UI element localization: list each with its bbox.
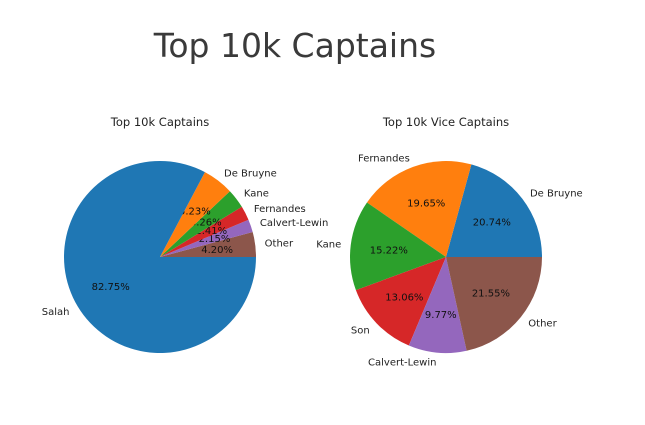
pie-slice-vice-captains-fernandes [366, 161, 472, 257]
pie-category-label-captains-salah: Salah [42, 307, 70, 318]
pie-slice-vice-captains-de-bruyne [446, 164, 542, 257]
pie-category-label-vice-captains-son: Son [351, 325, 370, 336]
pie-slice-captains-other [160, 231, 256, 257]
pie-category-label-captains-kane: Kane [244, 188, 269, 199]
pie-slice-captains-fernandes [160, 206, 249, 257]
pie-pct-label-captains-kane: 3.26% [190, 218, 222, 229]
pie-pct-label-vice-captains-other: 21.55% [472, 289, 510, 300]
pie-pct-label-vice-captains-de-bruyne: 20.74% [473, 218, 511, 229]
pie-slice-captains-kane [160, 191, 242, 257]
pie-category-label-vice-captains-fernandes: Fernandes [358, 153, 410, 164]
pie-pct-label-captains-calvert-lewin: 2.15% [199, 234, 231, 245]
pie-category-label-captains-other: Other [265, 239, 294, 250]
pie-pct-label-vice-captains-fernandes: 19.65% [407, 198, 445, 209]
pie-category-label-vice-captains-other: Other [528, 319, 557, 330]
pie-pct-label-vice-captains-kane: 15.22% [370, 245, 408, 256]
pie-category-label-captains-de-bruyne: De Bruyne [224, 169, 277, 180]
pie-pct-label-vice-captains-calvert-lewin: 9.77% [425, 310, 457, 321]
pie-pct-label-captains-fernandes: 2.41% [195, 226, 227, 237]
pie-title-vice-captains: Top 10k Vice Captains [382, 115, 509, 129]
pie-title-captains: Top 10k Captains [110, 115, 209, 129]
pie-category-label-vice-captains-calvert-lewin: Calvert-Lewin [368, 358, 436, 369]
pie-category-label-captains-fernandes: Fernandes [254, 204, 306, 215]
pie-slice-captains-salah [64, 161, 256, 353]
pie-slice-vice-captains-son [355, 257, 446, 346]
pie-category-label-vice-captains-kane: Kane [316, 239, 341, 250]
pie-pct-label-captains-other: 4.20% [201, 245, 233, 256]
page-title: Top 10k Captains [153, 26, 437, 65]
pie-category-label-captains-calvert-lewin: Calvert-Lewin [260, 218, 328, 229]
pie-pct-label-captains-de-bruyne: 5.23% [179, 207, 211, 218]
pie-slice-captains-de-bruyne [160, 172, 230, 257]
pie-slice-vice-captains-other [446, 257, 542, 351]
pie-chart-vice-captains: 20.74% De Bruyne 19.65% Fernandes 15.22% Kane… [316, 115, 582, 369]
pie-slice-vice-captains-kane [350, 202, 446, 291]
pie-pct-label-captains-salah: 82.75% [92, 282, 130, 293]
pie-chart-captains: 4.20% Other 2.15% Calvert-Lewin 2.41% Fernand… [42, 115, 328, 353]
pie-slice-vice-captains-calvert-lewin [408, 257, 467, 353]
pie-category-label-vice-captains-de-bruyne: De Bruyne [530, 188, 583, 199]
pie-pct-label-vice-captains-son: 13.06% [385, 292, 423, 303]
pie-slice-captains-calvert-lewin [160, 219, 253, 257]
